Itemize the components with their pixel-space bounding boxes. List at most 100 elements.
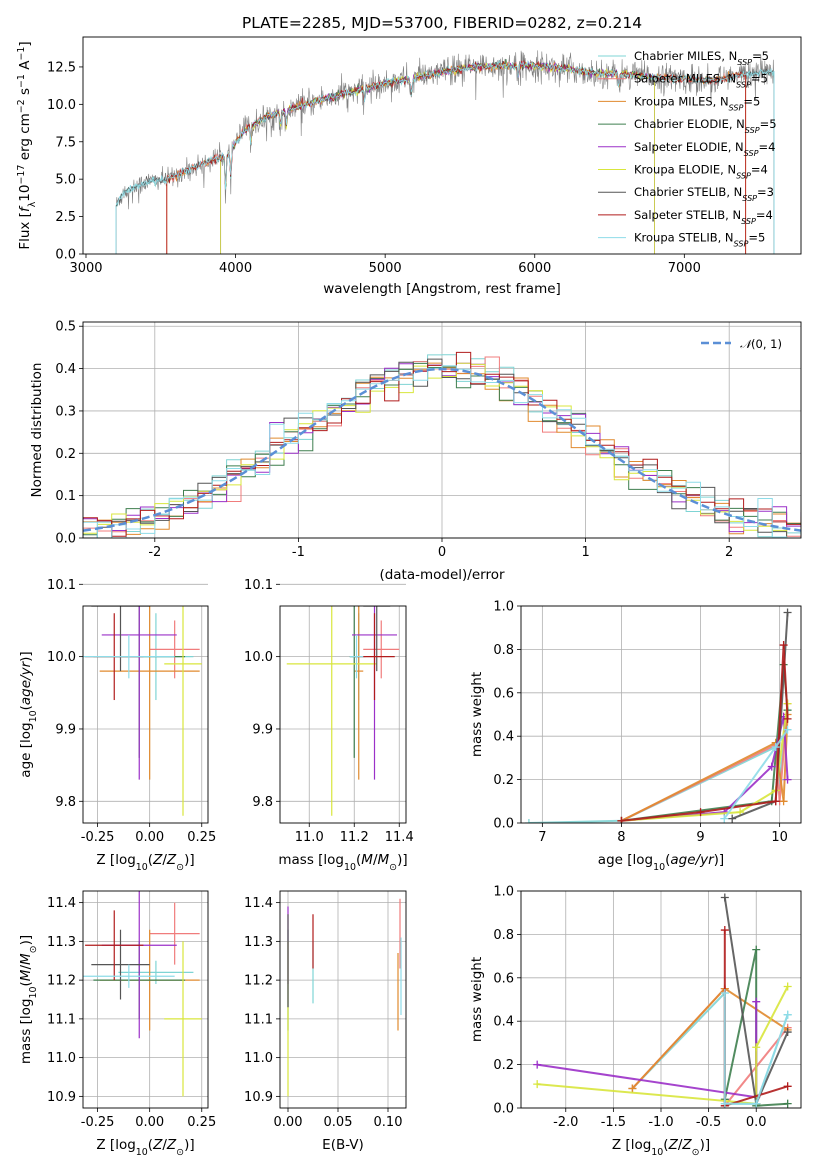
y-tick-label: 0.6 — [493, 971, 514, 986]
legend-label: Salpeter ELODIE, NSSP=4 — [634, 140, 775, 158]
x-tick-label: 3000 — [69, 261, 102, 276]
observed-spectrum — [115, 50, 775, 210]
y-tick-label: 1.0 — [493, 600, 514, 615]
weight-marker — [783, 714, 792, 723]
y-tick-label: 0.8 — [493, 643, 514, 658]
y-tick-label: 0.4 — [55, 362, 76, 377]
axes-frame — [520, 605, 802, 824]
legend-label: Salpeter STELIB, NSSP=4 — [634, 208, 773, 226]
y-tick-label: 1.0 — [493, 885, 514, 900]
weight-marker — [696, 808, 705, 817]
plot-area — [524, 608, 792, 823]
x-axis-label: Z [log10(Z/Z⊙)] — [96, 1137, 194, 1158]
grid-lines — [280, 891, 406, 1108]
weight-marker — [524, 819, 533, 823]
x-tick-label: 7 — [538, 830, 546, 845]
age-vs-metallicity-panel: -0.25 0.00 0.25 9.8 9.9 10.0 10.1 Z [log10(Z/Z⊙… — [18, 578, 216, 873]
plot-area — [286, 606, 400, 816]
y-tick-label: 11.1 — [244, 1012, 273, 1027]
weight-marker — [720, 814, 729, 823]
x-axis-label: E(B-V) — [322, 1137, 364, 1153]
legend-label: Chabrier STELIB, NSSP=3 — [634, 185, 774, 203]
weight-marker — [771, 743, 780, 752]
legend-label: Chabrier MILES, NSSP=5 — [634, 49, 769, 67]
weight-series — [631, 987, 789, 1090]
grid-lines — [280, 583, 406, 823]
weight-marker — [779, 797, 788, 806]
weight-marker — [720, 1099, 729, 1108]
y-tick-label: 11.3 — [47, 935, 76, 950]
plot-area — [533, 893, 792, 1108]
y-tick-label: 9.9 — [252, 722, 273, 737]
y-tick-label: 0.3 — [55, 404, 76, 419]
y-tick-label: 0.0 — [55, 248, 76, 263]
x-tick-label: 8 — [617, 830, 625, 845]
weight-marker — [720, 988, 729, 997]
y-tick-label: 11.4 — [244, 896, 273, 911]
mass-vs-metallicity-panel: -0.25 0.00 0.25 10.9 11.0 11.1 11.2 11.3 11.4 Z [… — [18, 890, 216, 1158]
x-tick-label: 0.25 — [187, 1115, 216, 1130]
legend-label: Chabrier ELODIE, NSSP=5 — [634, 117, 777, 135]
mass-vs-reddening-panel: 0.00 0.05 0.10 10.9 11.0 11.1 11.2 11.3 11.4 E(B-… — [244, 890, 407, 1153]
x-tick-label: 4000 — [219, 261, 252, 276]
x-axis-label: Z [log10(Z/Z⊙)] — [612, 1137, 710, 1158]
x-tick-label: 10 — [771, 830, 788, 845]
axes-frame — [82, 36, 802, 255]
x-tick-label: 0.10 — [374, 1115, 403, 1130]
axes-frame — [279, 890, 407, 1109]
weight-marker — [617, 816, 626, 823]
grid-lines — [521, 605, 801, 824]
y-tick-label: 10.9 — [47, 1090, 76, 1105]
y-tick-label: 10.1 — [244, 578, 273, 593]
age-vs-mass-panel: 11.0 11.2 11.4 9.8 9.9 10.0 10.1 mass [log10(M/… — [244, 578, 414, 873]
weight-marker — [752, 997, 761, 1006]
weight-marker — [783, 1082, 792, 1091]
x-axis-label: (data-model)/error — [379, 567, 505, 583]
y-tick-label: 0.2 — [55, 447, 76, 462]
weight-series — [537, 986, 789, 1105]
y-tick-label: 11.2 — [47, 974, 76, 989]
axes-frame — [82, 890, 209, 1109]
y-tick-label: 0.2 — [493, 773, 514, 788]
weight-series — [537, 1001, 758, 1099]
y-tick-label: 0.1 — [55, 489, 76, 504]
plot-area — [83, 891, 202, 1097]
axes-frame — [279, 605, 407, 824]
weight-marker — [720, 893, 729, 902]
legend-label: Kroupa STELIB, NSSP=5 — [634, 231, 765, 249]
y-tick-label: 9.9 — [55, 722, 76, 737]
y-tick-label: 0.6 — [493, 686, 514, 701]
plot-area — [115, 50, 775, 254]
weight-marker — [752, 1043, 761, 1052]
axes-frame — [520, 890, 802, 1109]
x-tick-label: -2 — [148, 545, 161, 560]
y-tick-label: 12.5 — [47, 60, 76, 75]
x-tick-label: 11.2 — [340, 830, 369, 845]
legend-label: Kroupa ELODIE, NSSP=4 — [634, 163, 768, 181]
legend: 𝒩(0, 1) — [701, 337, 782, 351]
weight-marker — [767, 762, 776, 771]
residual-histogram-panel: -2 -1 0 1 2 0.0 0.1 0.2 0.3 0.4 0.5 (data-model)/er… — [29, 320, 802, 583]
weight-marker — [783, 1028, 792, 1037]
weight-series — [621, 645, 789, 822]
axes-frame — [82, 605, 209, 824]
y-tick-label: 0.5 — [55, 320, 76, 335]
weight-marker — [728, 814, 737, 823]
y-axis-label: mass weight — [469, 672, 485, 757]
x-tick-label: -0.5 — [696, 1115, 721, 1130]
weight-marker — [533, 1080, 542, 1089]
weight-series — [621, 703, 789, 822]
y-tick-label: 0.4 — [493, 1015, 514, 1030]
y-tick-label: 0.0 — [493, 1102, 514, 1117]
y-tick-label: 0.2 — [493, 1058, 514, 1073]
y-tick-label: 5.0 — [55, 173, 76, 188]
weight-vs-age-panel: 7 8 9 10 0.0 0.2 0.4 0.6 0.8 1.0 age [log10(age/yr… — [469, 600, 802, 873]
figure-title: PLATE=2285, MJD=53700, FIBERID=0282, z=0… — [242, 14, 642, 32]
weight-marker — [783, 608, 792, 617]
y-axis-label: mass weight — [469, 957, 485, 1042]
y-tick-label: 10.0 — [47, 98, 76, 113]
x-tick-label: -0.25 — [81, 1115, 115, 1130]
weight-marker — [783, 1099, 792, 1108]
x-tick-label: 0.05 — [324, 1115, 353, 1130]
x-tick-label: 0.25 — [187, 830, 216, 845]
